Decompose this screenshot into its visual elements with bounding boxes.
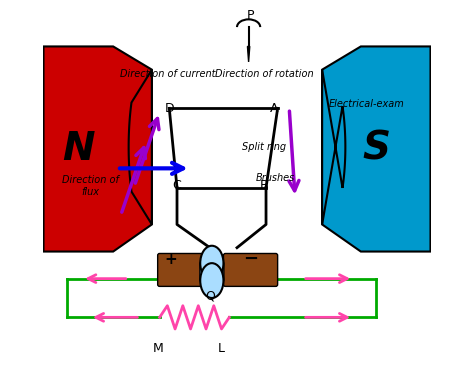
Ellipse shape	[200, 246, 223, 281]
Text: −: −	[243, 250, 258, 268]
Text: L: L	[218, 342, 225, 355]
Polygon shape	[247, 46, 250, 62]
Text: +: +	[165, 252, 178, 267]
FancyBboxPatch shape	[223, 253, 278, 286]
Text: M: M	[152, 342, 163, 355]
Polygon shape	[322, 70, 346, 224]
Polygon shape	[128, 70, 152, 224]
Text: Direction of rotation: Direction of rotation	[215, 68, 313, 79]
Text: Q: Q	[205, 289, 215, 303]
Text: S: S	[362, 130, 390, 168]
Text: Split ring: Split ring	[242, 142, 286, 152]
Text: A: A	[270, 102, 278, 115]
Polygon shape	[322, 46, 430, 252]
FancyBboxPatch shape	[200, 263, 224, 281]
Text: Direction of current: Direction of current	[119, 68, 215, 79]
Text: Direction of
flux: Direction of flux	[62, 175, 118, 197]
FancyBboxPatch shape	[158, 253, 212, 286]
Text: P: P	[247, 9, 254, 22]
Polygon shape	[44, 46, 152, 252]
Text: N: N	[62, 130, 95, 168]
Text: Brushes: Brushes	[256, 173, 295, 183]
Ellipse shape	[200, 263, 223, 298]
Text: B: B	[260, 179, 268, 192]
Text: Electrical-exam: Electrical-exam	[329, 99, 404, 110]
Text: D: D	[164, 102, 174, 115]
Text: C: C	[173, 179, 182, 192]
